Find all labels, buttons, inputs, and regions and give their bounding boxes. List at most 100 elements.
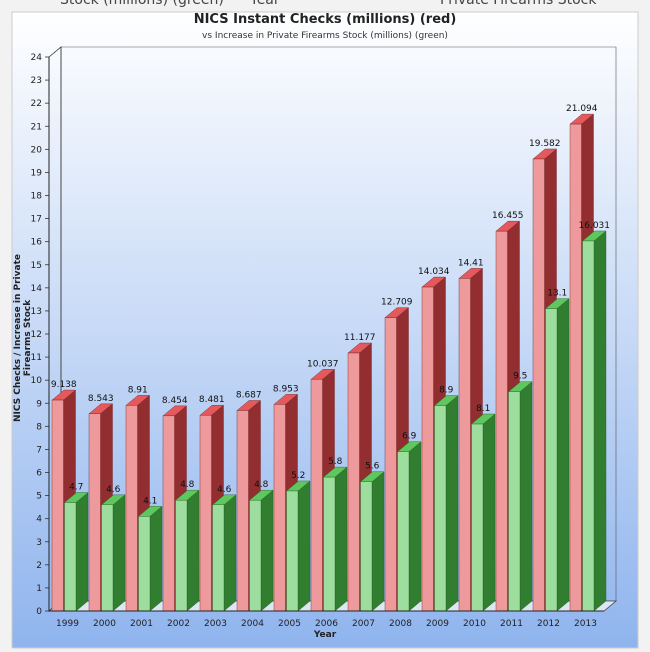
bar-series-0	[236, 410, 249, 612]
x-tick-label: 2002	[167, 619, 190, 629]
x-tick-label: 2006	[315, 619, 338, 629]
bar-series-1	[101, 504, 114, 612]
data-label: 8.543	[88, 394, 114, 404]
bar-side-1	[75, 492, 89, 612]
y-tick-label: 23	[31, 76, 42, 86]
data-label: 8.953	[273, 384, 299, 394]
bar-series-0	[421, 286, 434, 612]
bar-series-0	[51, 399, 64, 612]
y-tick-label: 8	[36, 422, 42, 432]
y-tick-label: 3	[36, 538, 42, 548]
bar-side-1	[482, 413, 496, 612]
bar-series-0	[125, 405, 138, 612]
bar-side-1	[334, 466, 348, 612]
bar-side-1	[297, 480, 311, 612]
data-label: 6.9	[402, 432, 417, 442]
data-label: 10.037	[307, 359, 339, 369]
y-tick-label: 19	[31, 168, 43, 178]
bar-series-0	[347, 352, 360, 612]
y-tick-label: 10	[31, 376, 43, 386]
x-tick-label: 2012	[537, 619, 560, 629]
x-tick-label: 1999	[56, 619, 79, 629]
bar-series-1	[212, 504, 225, 612]
data-label: 4.1	[143, 496, 157, 506]
bar-series-1	[397, 451, 410, 612]
bar-series-1	[138, 516, 151, 612]
y-tick-label: 24	[31, 53, 43, 63]
data-label: 4.6	[106, 485, 121, 495]
y-tick-label: 21	[31, 122, 42, 132]
bar-side-1	[371, 471, 385, 612]
bar-series-1	[360, 481, 373, 612]
bar-series-0	[532, 158, 545, 612]
data-label: 4.8	[180, 480, 195, 490]
y-tick-label: 11	[31, 353, 42, 363]
data-label: 4.7	[69, 483, 83, 493]
bar-series-0	[458, 278, 471, 612]
bar-side-1	[223, 494, 237, 612]
x-tick-label: 2004	[241, 619, 264, 629]
y-tick-label: 9	[36, 399, 42, 409]
bar-series-1	[249, 500, 262, 612]
bar-side-1	[408, 441, 422, 612]
bar-series-1	[582, 240, 595, 612]
x-tick-label: 2003	[204, 619, 227, 629]
chart-subtitle: vs Increase in Private Firearms Stock (m…	[202, 31, 448, 41]
bar-series-0	[199, 415, 212, 612]
data-label: 8.1	[476, 404, 490, 414]
bar-side-1	[260, 489, 274, 612]
bar-side-1	[556, 298, 570, 612]
bar-series-1	[508, 391, 521, 612]
x-tick-label: 2009	[426, 619, 449, 629]
bar-side-1	[149, 505, 163, 612]
chart-title: NICS Instant Checks (millions) (red)	[193, 12, 457, 27]
data-label: 14.034	[418, 267, 450, 277]
y-axis-label: NICS Checks / Increase in Private Firear…	[13, 254, 33, 423]
y-tick-label: 20	[31, 145, 43, 155]
data-label: 9.138	[51, 380, 77, 390]
bar-series-1	[64, 502, 77, 612]
bar-series-0	[310, 379, 323, 612]
x-tick-label: 2007	[352, 619, 375, 629]
y-tick-label: 5	[36, 492, 42, 502]
x-tick-label: 2013	[574, 619, 597, 629]
x-tick-label: 2011	[500, 619, 523, 629]
data-label: 5.2	[291, 471, 305, 481]
bar-series-1	[323, 476, 336, 612]
data-label: 21.094	[566, 104, 598, 114]
y-tick-label: 17	[31, 215, 42, 225]
bar-series-0	[162, 415, 175, 612]
data-label: 19.582	[529, 139, 561, 149]
bar-series-0	[569, 123, 582, 612]
data-label: 8.687	[236, 390, 262, 400]
data-label: 16.455	[492, 211, 524, 221]
x-tick-label: 2005	[278, 619, 301, 629]
data-label: 12.709	[381, 298, 413, 308]
data-label: 5.8	[328, 457, 343, 467]
bar-side-1	[186, 489, 200, 612]
y-tick-label: 1	[36, 584, 42, 594]
y-tick-label: 16	[31, 238, 43, 248]
x-tick-label: 2008	[389, 619, 412, 629]
y-tick-label: 4	[36, 515, 42, 525]
header-fragment: Stock (millions) (green)	[60, 0, 224, 8]
y-tick-label: 2	[36, 561, 42, 571]
data-label: 11.177	[344, 333, 376, 343]
data-label: 5.6	[365, 462, 380, 472]
header-fragment: Year	[250, 0, 280, 8]
bar-series-0	[88, 413, 101, 612]
y-tick-label: 14	[31, 284, 43, 294]
y-tick-label: 0	[36, 607, 42, 617]
y-tick-label: 7	[36, 445, 42, 455]
data-label: 16.031	[579, 221, 611, 231]
x-tick-label: 2000	[93, 619, 116, 629]
bar-series-0	[273, 404, 286, 612]
y-tick-label: 13	[31, 307, 42, 317]
bar-series-1	[286, 490, 299, 612]
y-tick-label: 18	[31, 192, 43, 202]
data-label: 4.6	[217, 485, 232, 495]
header-fragment: Private Firearms Stock	[440, 0, 597, 8]
x-tick-label: 2010	[463, 619, 486, 629]
